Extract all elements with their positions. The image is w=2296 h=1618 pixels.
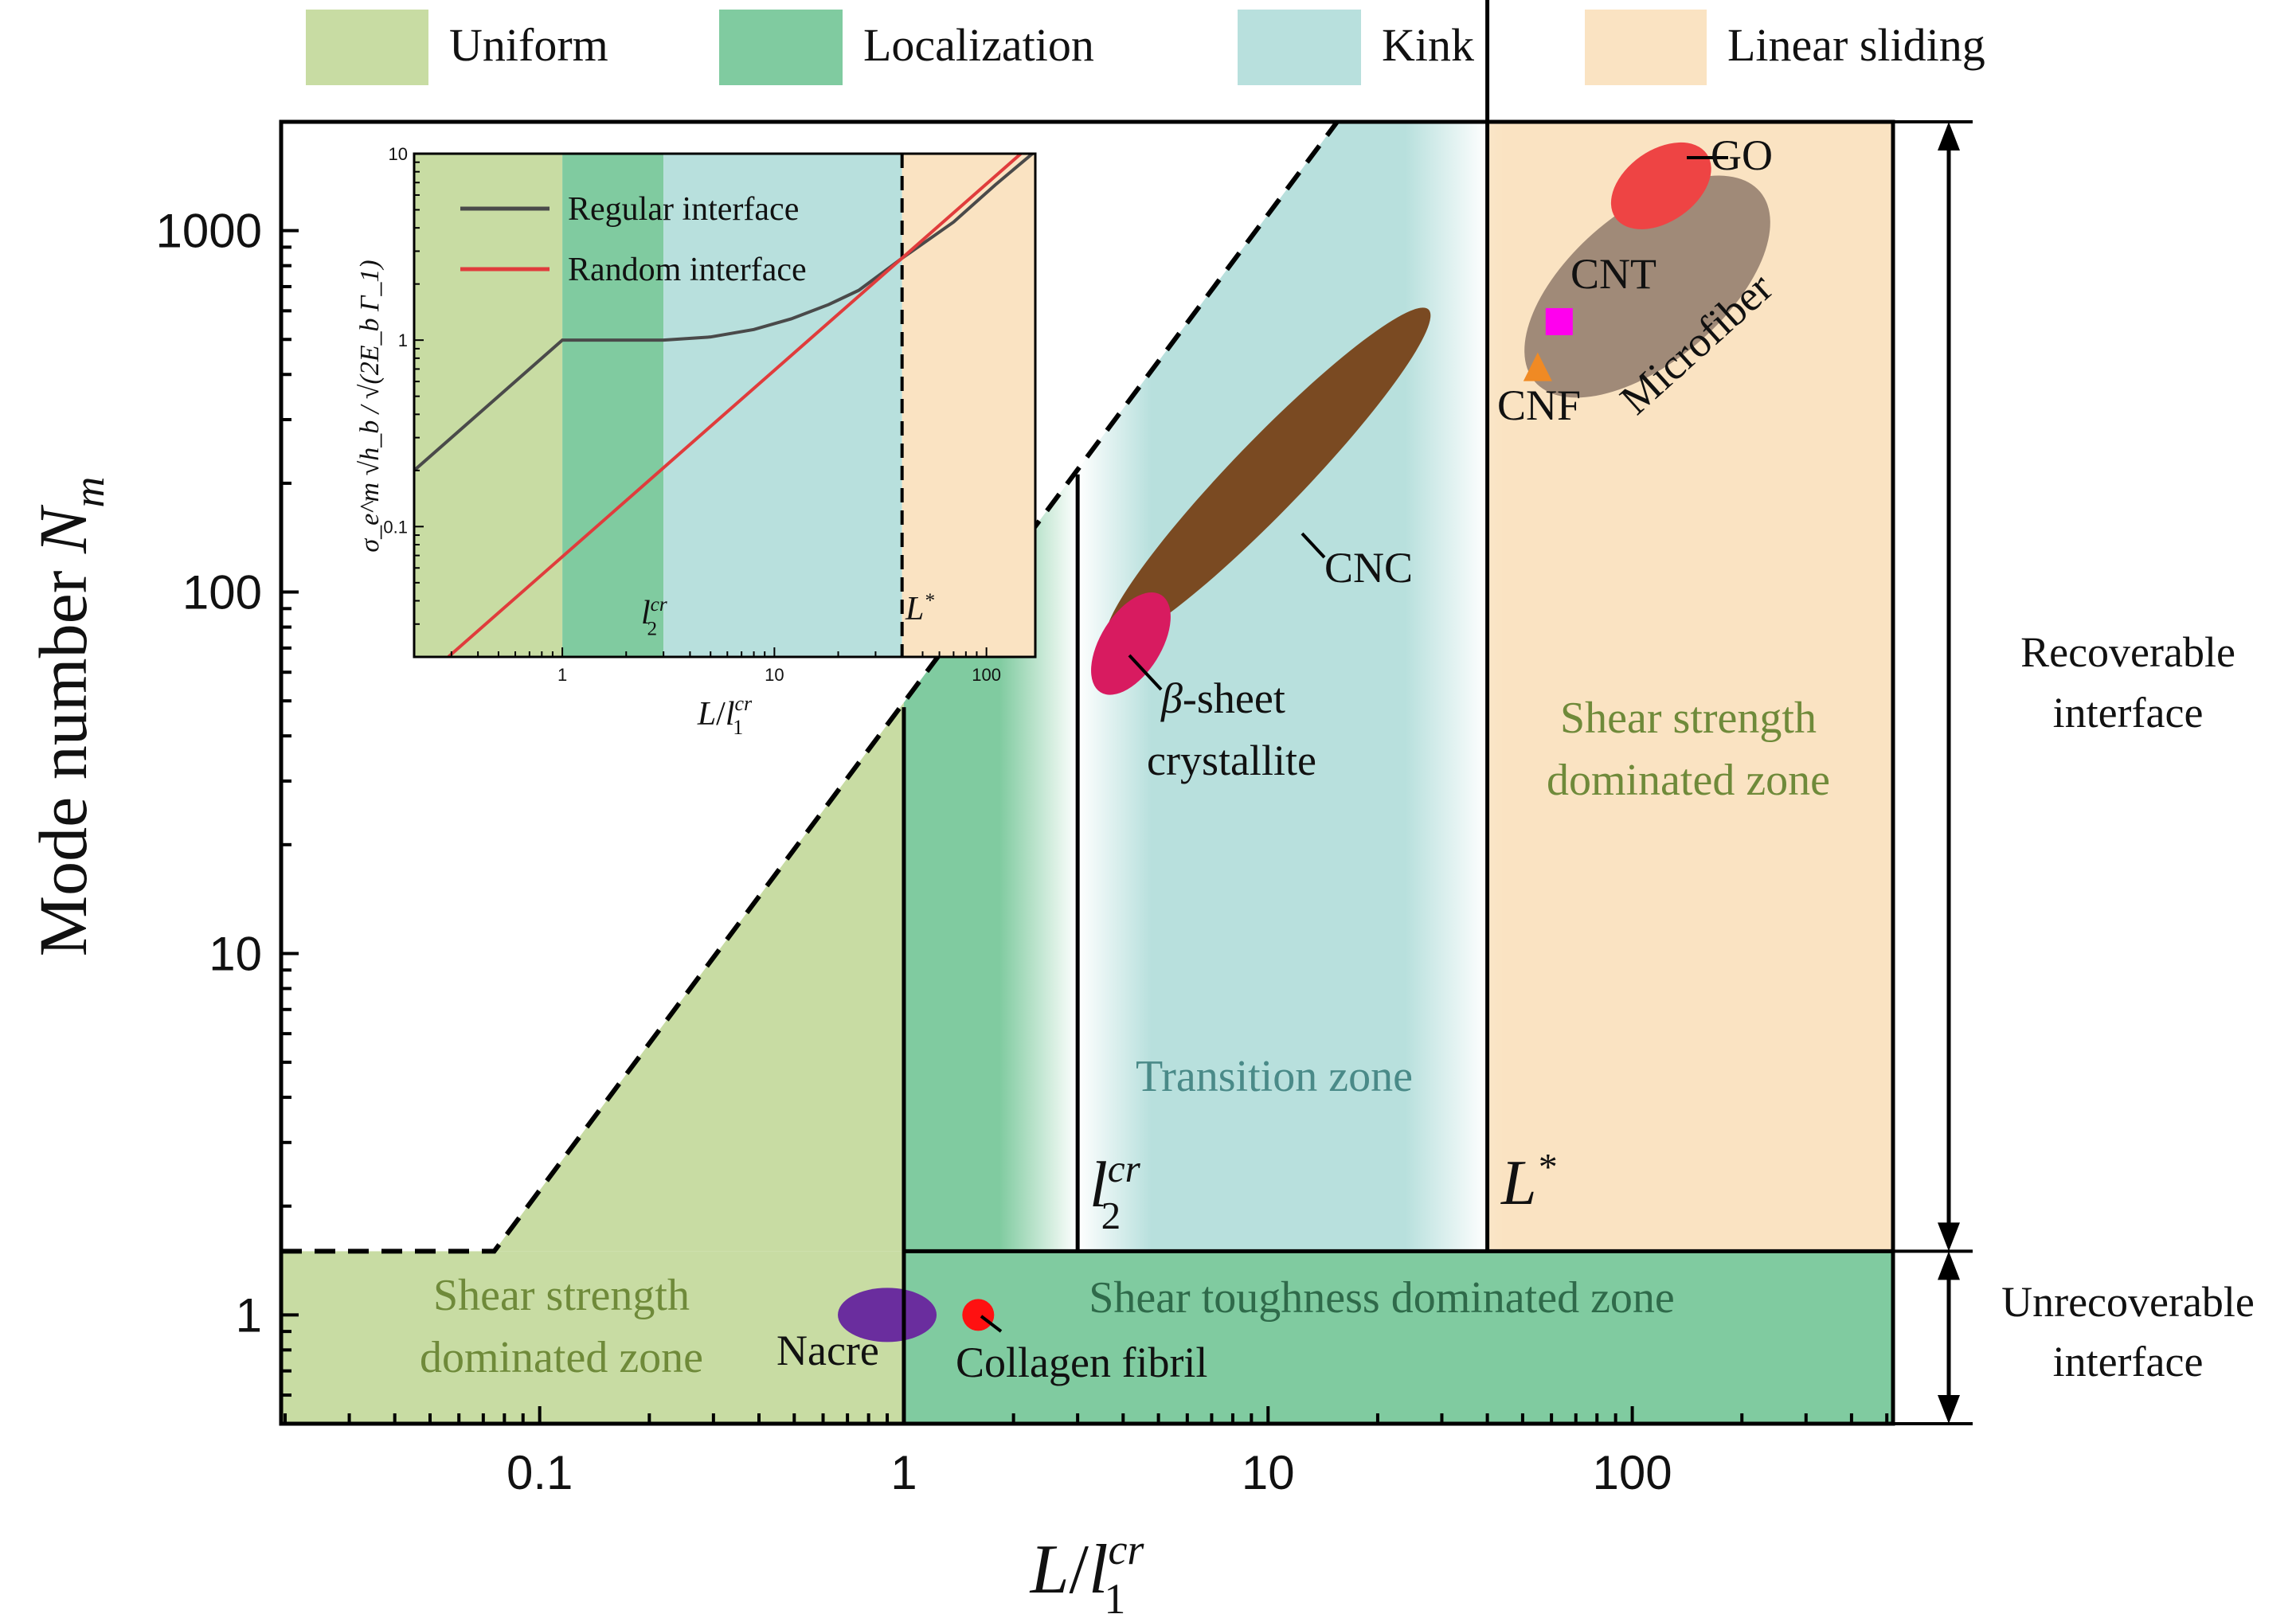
legend-label-uniform: Uniform [449,19,608,71]
region-linear-sliding [1337,122,1893,1252]
recoverable-label-2: interface [2053,689,2204,737]
inset-x-axis-label: L/lcr 1 [697,692,753,739]
dashed-boundary [281,120,1340,1254]
inset-bands [414,154,1035,657]
recoverable-arrow-head-top [1938,122,1960,150]
material-go [1610,142,1711,229]
y-tick-label: 100 [182,566,262,619]
inset-x-tick-label: 1 [557,665,567,685]
inset-x-tick-label: 100 [972,665,1001,685]
y-axis-label: Mode number Nm [25,477,113,957]
inset-legend-label-1: Random interface [568,252,807,288]
x-tick-label: 0.1 [507,1446,573,1499]
legend-swatch-linear-sliding [1585,10,1707,85]
material-collagen-fibril [962,1299,995,1331]
inset-y-axis-label: σ_e^m √h_b / √(2E_b Γ_1) [355,260,385,552]
inset-band-3 [902,154,1035,657]
unrecoverable-arrow-head-bottom [1938,1395,1960,1424]
inset-y-tick-label: 10 [389,144,408,164]
regions [281,122,1893,1424]
inset-chart: 1 10 100 0.1 1 10 Regular interface Random inte… [355,144,1037,739]
label-sheet-crystallite-2: crystallite [1147,737,1316,784]
material-nacre [838,1288,937,1342]
transition-zone-label: Transition zone [1136,1052,1413,1101]
inset-band-2 [663,154,902,657]
y-tick-label: 1 [236,1288,262,1342]
label-go: GO [1711,131,1773,179]
x-axis-label: L/lcr 1 [1029,1526,1145,1618]
inset-legend-label-0: Regular interface [568,191,799,228]
region-localization [903,469,1078,1252]
material-microfiber [1524,175,1770,398]
legend-swatch-kink [1238,10,1361,85]
l2cr-label: lcr 2 [1089,1147,1141,1237]
label-sheet-crystallite: β-sheet [1160,674,1285,722]
leader-cnc [1301,532,1326,559]
leader-sheet-crystallite [1128,654,1163,691]
unrecoverable-arrow-head-top [1938,1251,1960,1280]
region-shear-strength-bottom [281,1251,904,1424]
label-nacre: Nacre [776,1327,879,1374]
legend: Uniform Localization Kink Linear sliding [306,10,1985,85]
region-shear-toughness [903,1251,1893,1424]
label-cnf: CNF [1497,381,1581,429]
region-kink [1078,122,1488,1252]
plot-frame [279,119,1895,1426]
recoverable-label: Recoverable [2020,628,2235,676]
labels: Transition zone Shear strength dominated z… [420,120,2255,1425]
shear-strength-zone-label-2: dominated zone [1547,756,1830,805]
material-sheet-crystallite [1091,592,1171,695]
axes: 0.1 1 10 100 1 10 100 1000 L/lcr 1 Mode number Nm [25,119,1895,1618]
inset-y-tick-label: 1 [398,330,408,350]
legend-label-localization: Localization [863,19,1094,71]
label-cnt: CNT [1570,250,1656,298]
region-uniform [281,702,904,1252]
shear-strength-bottom-label: Shear strength [433,1271,690,1320]
inset-l2cr-label: lcr 2 [641,594,667,639]
shear-strength-bottom-label-2: dominated zone [420,1333,703,1382]
x-tick-label: 10 [1242,1446,1295,1499]
material-cnf [1523,352,1552,381]
inset-x-tick-label: 10 [765,665,784,685]
label-cnc: CNC [1324,544,1413,592]
material-cnc [1105,307,1431,644]
legend-swatch-uniform [306,10,428,85]
shear-strength-zone-label: Shear strength [1560,694,1817,743]
inset-frame [413,152,1037,659]
materials [838,142,1770,1342]
y-tick-label: 10 [209,927,262,980]
legend-swatch-localization [719,10,843,85]
legend-label-linear-sliding: Linear sliding [1727,19,1985,71]
inset-lstar-label: L* [905,590,934,627]
x-tick-label: 100 [1593,1446,1672,1499]
material-cnt [1545,307,1573,335]
label-collagen-fibril: Collagen fibril [956,1339,1207,1386]
y-tick-label: 1000 [156,205,262,258]
unrecoverable-label: Unrecoverable [2001,1278,2255,1326]
inset-y-tick-label: 0.1 [383,517,408,537]
inset-series-random-interface [445,154,1023,657]
x-tick-label: 1 [890,1446,917,1499]
leader-collagen-fibril [980,1315,1003,1333]
inset-band-1 [562,154,664,657]
lstar-label: L* [1500,1147,1556,1218]
recoverable-arrow-head-bottom [1938,1222,1960,1252]
shear-toughness-zone-label: Shear toughness dominated zone [1089,1273,1675,1323]
inset-series-regular-interface [414,154,1035,472]
legend-label-kink: Kink [1382,19,1474,71]
boundaries [281,0,1893,1424]
unrecoverable-label-2: interface [2053,1338,2204,1385]
